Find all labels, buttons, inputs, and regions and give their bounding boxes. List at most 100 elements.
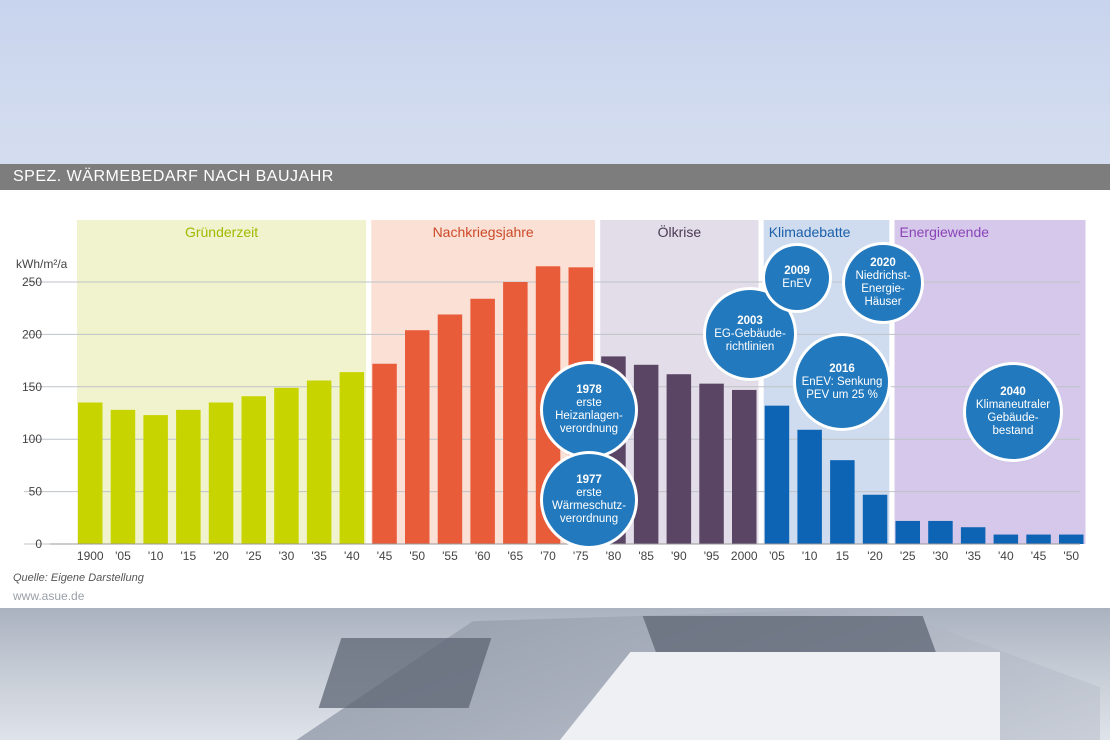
bar-13 bbox=[503, 282, 528, 544]
annotation-bubble-2040: 2040 Klimaneutraler Gebäude- bestand bbox=[966, 365, 1060, 459]
x-tick-label: '55 bbox=[442, 549, 458, 563]
x-tick-label: '25 bbox=[900, 549, 916, 563]
era-label-3: Klimadebatte bbox=[769, 224, 851, 240]
annotation-text: EnEV bbox=[782, 278, 812, 290]
annotation-text: EG-Gebäude- richtlinien bbox=[714, 327, 786, 353]
bar-11 bbox=[437, 314, 463, 544]
y-tick-label: 0 bbox=[35, 537, 42, 551]
x-tick-label: '85 bbox=[638, 549, 654, 563]
x-tick-label: '45 bbox=[1031, 549, 1047, 563]
x-tick-label: '50 bbox=[409, 549, 425, 563]
bar-25 bbox=[895, 520, 920, 544]
x-tick-label: '70 bbox=[540, 549, 556, 563]
chart-title: SPEZ. WÄRMEBEDARF NACH BAUJAHR bbox=[0, 164, 1110, 190]
annotation-bubble-2009: 2009 EnEV bbox=[765, 246, 829, 310]
x-tick-label: '25 bbox=[246, 549, 262, 563]
bar-1 bbox=[110, 409, 136, 544]
annotation-text: Klimaneutraler Gebäude- bestand bbox=[975, 399, 1051, 437]
bar-9 bbox=[372, 363, 397, 544]
x-tick-label: '20 bbox=[867, 549, 883, 563]
era-label-4: Energiewende bbox=[900, 224, 990, 240]
bar-22 bbox=[797, 429, 822, 544]
x-tick-label: '15 bbox=[181, 549, 197, 563]
bar-6 bbox=[274, 387, 299, 544]
x-tick-label: '90 bbox=[671, 549, 687, 563]
annotation-year: 2003 bbox=[737, 314, 763, 327]
x-tick-label: '45 bbox=[377, 549, 393, 563]
x-tick-label: '30 bbox=[279, 549, 295, 563]
bar-27 bbox=[960, 527, 986, 544]
x-tick-label: '95 bbox=[704, 549, 720, 563]
x-tick-label: '05 bbox=[769, 549, 785, 563]
chart-source: Quelle: Eigene Darstellung bbox=[13, 572, 144, 584]
bar-2 bbox=[143, 415, 168, 544]
annotation-year: 2040 bbox=[1000, 386, 1026, 398]
bar-0 bbox=[78, 402, 103, 544]
background-house-photo bbox=[0, 608, 1110, 740]
y-tick-label: 50 bbox=[29, 485, 43, 499]
x-tick-label: '80 bbox=[606, 549, 622, 563]
annotation-text: erste Wärmeschutz- verordnung bbox=[551, 487, 627, 525]
bar-5 bbox=[241, 396, 266, 544]
annotation-bubble-1978: 1978 erste Heizanlagen- verordnung bbox=[543, 364, 635, 456]
house-wall bbox=[560, 652, 1000, 740]
annotation-text: Niedrichst- Energie- Häuser bbox=[855, 270, 911, 308]
bar-21 bbox=[764, 405, 790, 544]
y-tick-label: 100 bbox=[22, 432, 42, 446]
solar-panel bbox=[642, 616, 938, 656]
annotation-year: 2020 bbox=[870, 257, 896, 269]
x-tick-label: 2000 bbox=[731, 549, 758, 563]
annotation-bubble-2003: 2003 EG-Gebäude- richtlinien bbox=[706, 290, 794, 378]
x-tick-label: '35 bbox=[311, 549, 327, 563]
y-axis-label: kWh/m²/a bbox=[16, 257, 68, 271]
era-label-0: Gründerzeit bbox=[185, 224, 258, 240]
y-tick-label: 200 bbox=[22, 327, 42, 341]
x-tick-label: '50 bbox=[1063, 549, 1079, 563]
x-tick-label: '30 bbox=[933, 549, 949, 563]
bar-4 bbox=[208, 402, 234, 544]
x-tick-label: 1900 bbox=[77, 549, 104, 563]
annotation-bubble-1977: 1977 erste Wärmeschutz- verordnung bbox=[543, 454, 635, 546]
bar-3 bbox=[176, 409, 201, 544]
x-tick-label: '10 bbox=[148, 549, 164, 563]
x-tick-label: 15 bbox=[836, 549, 850, 563]
bar-28 bbox=[993, 534, 1019, 544]
solar-panel bbox=[318, 638, 492, 708]
bar-26 bbox=[928, 520, 953, 544]
annotation-bubble-2020: 2020 Niedrichst- Energie- Häuser bbox=[845, 245, 921, 321]
bar-18 bbox=[666, 374, 692, 544]
annotation-year: 1977 bbox=[576, 474, 602, 486]
x-tick-label: '75 bbox=[573, 549, 589, 563]
annotation-text: EnEV: Senkung PEV um 25 % bbox=[801, 375, 883, 401]
x-tick-label: '10 bbox=[802, 549, 818, 563]
website-link[interactable]: www.asue.de bbox=[13, 589, 85, 603]
bar-23 bbox=[830, 460, 855, 544]
chart-card: SPEZ. WÄRMEBEDARF NACH BAUJAHR 0 50 100 150… bbox=[0, 164, 1110, 608]
x-tick-label: '60 bbox=[475, 549, 491, 563]
bar-8 bbox=[339, 372, 365, 544]
bar-17 bbox=[633, 364, 659, 544]
annotation-year: 2016 bbox=[829, 362, 855, 375]
y-tick-label: 250 bbox=[22, 275, 42, 289]
annotation-text: erste Heizanlagen- verordnung bbox=[555, 397, 623, 435]
era-label-2: Ölkrise bbox=[658, 223, 702, 240]
x-tick-label: '20 bbox=[213, 549, 229, 563]
bar-30 bbox=[1059, 534, 1084, 544]
annotation-year: 2009 bbox=[784, 265, 810, 277]
bar-24 bbox=[862, 494, 888, 544]
x-tick-label: '40 bbox=[998, 549, 1014, 563]
x-tick-label: '40 bbox=[344, 549, 360, 563]
bar-19 bbox=[699, 383, 724, 544]
bar-29 bbox=[1026, 534, 1051, 544]
x-tick-label: '65 bbox=[508, 549, 524, 563]
bar-20 bbox=[732, 389, 757, 544]
bar-7 bbox=[306, 380, 332, 544]
bar-10 bbox=[405, 330, 430, 544]
x-tick-label: '05 bbox=[115, 549, 131, 563]
annotation-year: 1978 bbox=[576, 384, 602, 396]
bar-12 bbox=[470, 298, 495, 544]
x-tick-label: '35 bbox=[965, 549, 981, 563]
era-label-1: Nachkriegsjahre bbox=[433, 224, 534, 240]
y-tick-label: 150 bbox=[22, 380, 42, 394]
annotation-bubble-2016: 2016 EnEV: Senkung PEV um 25 % bbox=[796, 336, 888, 428]
